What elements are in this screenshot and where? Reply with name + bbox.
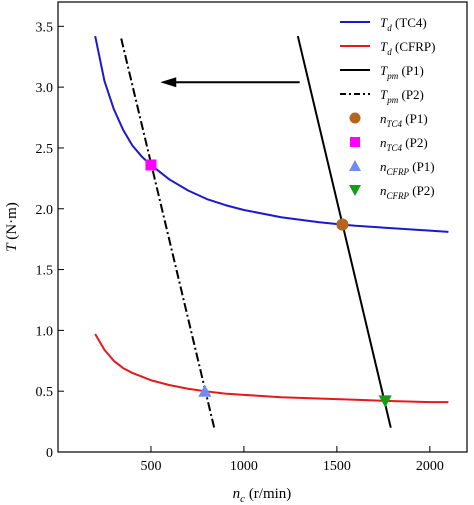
text-part: n — [380, 135, 387, 150]
text-part: (P2) — [398, 87, 424, 102]
text-part: (TC4) — [392, 15, 427, 30]
text-part: c — [240, 493, 245, 505]
point-n-cfrp-p1 — [198, 384, 212, 397]
text-part: d — [387, 23, 392, 33]
series-line-td-tc4 — [94, 35, 449, 233]
legend-label-n-cfrp-p2: nCFRP (P2) — [380, 183, 435, 201]
y-tick-label: 3.5 — [36, 20, 54, 35]
text-part: CFRP — [387, 167, 410, 177]
text-part: (P1) — [398, 63, 424, 78]
legend-label-td-cfrp: Td (CFRP) — [380, 39, 435, 57]
text-part: CFRP — [387, 191, 410, 201]
y-tick-label: 2.5 — [36, 142, 54, 157]
legend: Td (TC4)Td (CFRP)Tpm (P1)Tpm (P2)nTC4 (P… — [340, 15, 435, 201]
text-part: TC4 — [387, 143, 403, 153]
legend-swatch-n-tc4-p2 — [350, 137, 360, 147]
text-part: (P1) — [409, 159, 435, 174]
x-axis-title: nc (r/min) — [233, 486, 292, 505]
text-part: (r/min) — [245, 486, 291, 502]
x-tick-label: 2000 — [416, 459, 444, 474]
point-n-tc4-p2 — [145, 159, 157, 171]
series-layer — [94, 35, 449, 428]
series-line-td-cfrp — [94, 333, 449, 404]
x-tick-label: 500 — [140, 459, 161, 474]
x-tick-label: 1000 — [230, 459, 258, 474]
y-tick-label: 3.0 — [36, 81, 54, 96]
text-part: d — [387, 47, 392, 57]
y-tick-label: 1.0 — [36, 324, 54, 339]
plot-frame — [57, 1, 468, 453]
y-tick-label: 0.5 — [36, 385, 54, 400]
text-part: (P2) — [409, 183, 435, 198]
axis-ticks: 500 1000 1500 2000 0 0.5 1.0 1.5 2.0 2.5 3.0 3.5 — [36, 20, 444, 474]
legend-swatch-n-tc4-p1 — [349, 112, 361, 124]
legend-label-td-tc4: Td (TC4) — [380, 15, 427, 33]
text-part: n — [380, 183, 387, 198]
text-part: n — [233, 486, 241, 502]
annotation-layer — [160, 77, 300, 88]
text-part: T — [380, 39, 388, 54]
series-line-tpm-p2 — [120, 38, 216, 428]
text-part: pm — [386, 71, 399, 81]
series-line-tpm-p1 — [296, 35, 392, 428]
legend-swatch-n-cfrp-p1 — [349, 160, 361, 171]
arrow-head — [160, 77, 177, 88]
text-part: (CFRP) — [392, 39, 436, 54]
text-part: n — [380, 159, 387, 174]
text-part: (N·m) — [4, 202, 20, 243]
point-n-cfrp-p2 — [378, 395, 392, 408]
legend-swatch-n-cfrp-p2 — [349, 185, 361, 196]
text-part: (P1) — [402, 111, 428, 126]
text-part: pm — [386, 95, 399, 105]
y-tick-label: 0 — [46, 446, 53, 461]
text-part: n — [380, 111, 387, 126]
legend-label-tpm-p2: Tpm (P2) — [380, 87, 424, 105]
point-n-tc4-p1 — [336, 218, 349, 231]
legend-label-tpm-p1: Tpm (P1) — [380, 63, 424, 81]
text-part: T — [4, 242, 20, 252]
text-part: T — [380, 15, 388, 30]
legend-label-n-tc4-p1: nTC4 (P1) — [380, 111, 428, 129]
y-axis-title: T (N·m) — [4, 202, 20, 252]
text-part: T — [380, 87, 388, 102]
y-tick-label: 2.0 — [36, 203, 54, 218]
text-part: TC4 — [387, 119, 403, 129]
legend-label-n-cfrp-p1: nCFRP (P1) — [380, 159, 435, 177]
legend-label-n-tc4-p2: nTC4 (P2) — [380, 135, 428, 153]
text-part: (P2) — [402, 135, 428, 150]
y-tick-label: 1.5 — [36, 264, 54, 279]
x-tick-label: 1500 — [323, 459, 351, 474]
text-part: T — [380, 63, 388, 78]
